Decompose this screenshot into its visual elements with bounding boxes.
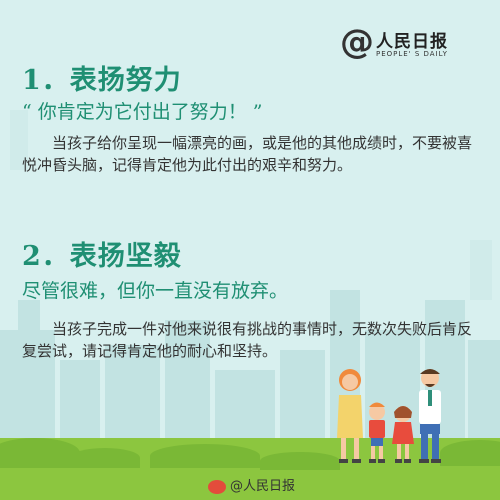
weibo-icon [208, 479, 226, 494]
section-1-quote: “ 你肯定为它付出了努力！ ” [22, 101, 263, 123]
bush [70, 448, 140, 468]
father-figure [419, 369, 441, 463]
watermark-text: @人民日报 [230, 479, 296, 494]
bush [150, 444, 260, 468]
weibo-watermark: @人民日报 [208, 475, 295, 494]
section-2-quote: 尽管很难，但你一直没有放弃。 [22, 280, 289, 302]
section-2-body: 当孩子完成一件对他来说很有挑战的事情时，无数次失败后肯反复尝试，请记得肯定他的耐… [22, 320, 473, 360]
logo-subtitle: PEOPLE' S DAILY [376, 50, 448, 58]
bush [0, 438, 80, 468]
family-illustration [337, 369, 441, 463]
girl-figure [392, 406, 414, 463]
peoples-daily-logo: @ 人民日报 PEOPLE' S DAILY [340, 22, 480, 68]
mother-figure [337, 369, 363, 463]
bush [260, 452, 340, 470]
bush [440, 440, 500, 466]
boy-figure [369, 402, 385, 463]
section-1-body: 当孩子给你呈现一幅漂亮的画，或是他的其他成绩时，不要被喜悦冲昏头脑，记得肯定他为… [22, 134, 473, 174]
logo-name: 人民日报 [376, 32, 448, 52]
section-1-title: 1．表扬努力 [22, 65, 182, 96]
section-2-title: 2．表扬坚毅 [22, 241, 182, 272]
logo-at-symbol: @ [340, 22, 374, 62]
